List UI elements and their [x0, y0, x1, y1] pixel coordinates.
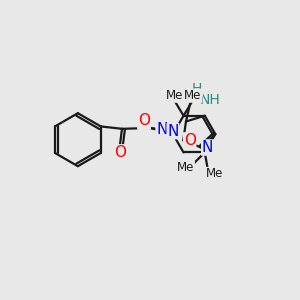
- Text: O: O: [184, 133, 196, 148]
- Text: N: N: [156, 122, 167, 136]
- Text: N: N: [167, 124, 178, 139]
- Text: NH: NH: [199, 93, 220, 107]
- Text: O: O: [138, 114, 150, 129]
- Text: Me: Me: [177, 161, 194, 174]
- Text: H: H: [192, 82, 202, 96]
- Text: Me: Me: [206, 167, 224, 181]
- Text: N: N: [202, 140, 213, 155]
- Text: Me: Me: [165, 89, 183, 102]
- Text: O: O: [114, 145, 126, 160]
- Text: O: O: [138, 113, 150, 128]
- Text: Me: Me: [184, 89, 202, 102]
